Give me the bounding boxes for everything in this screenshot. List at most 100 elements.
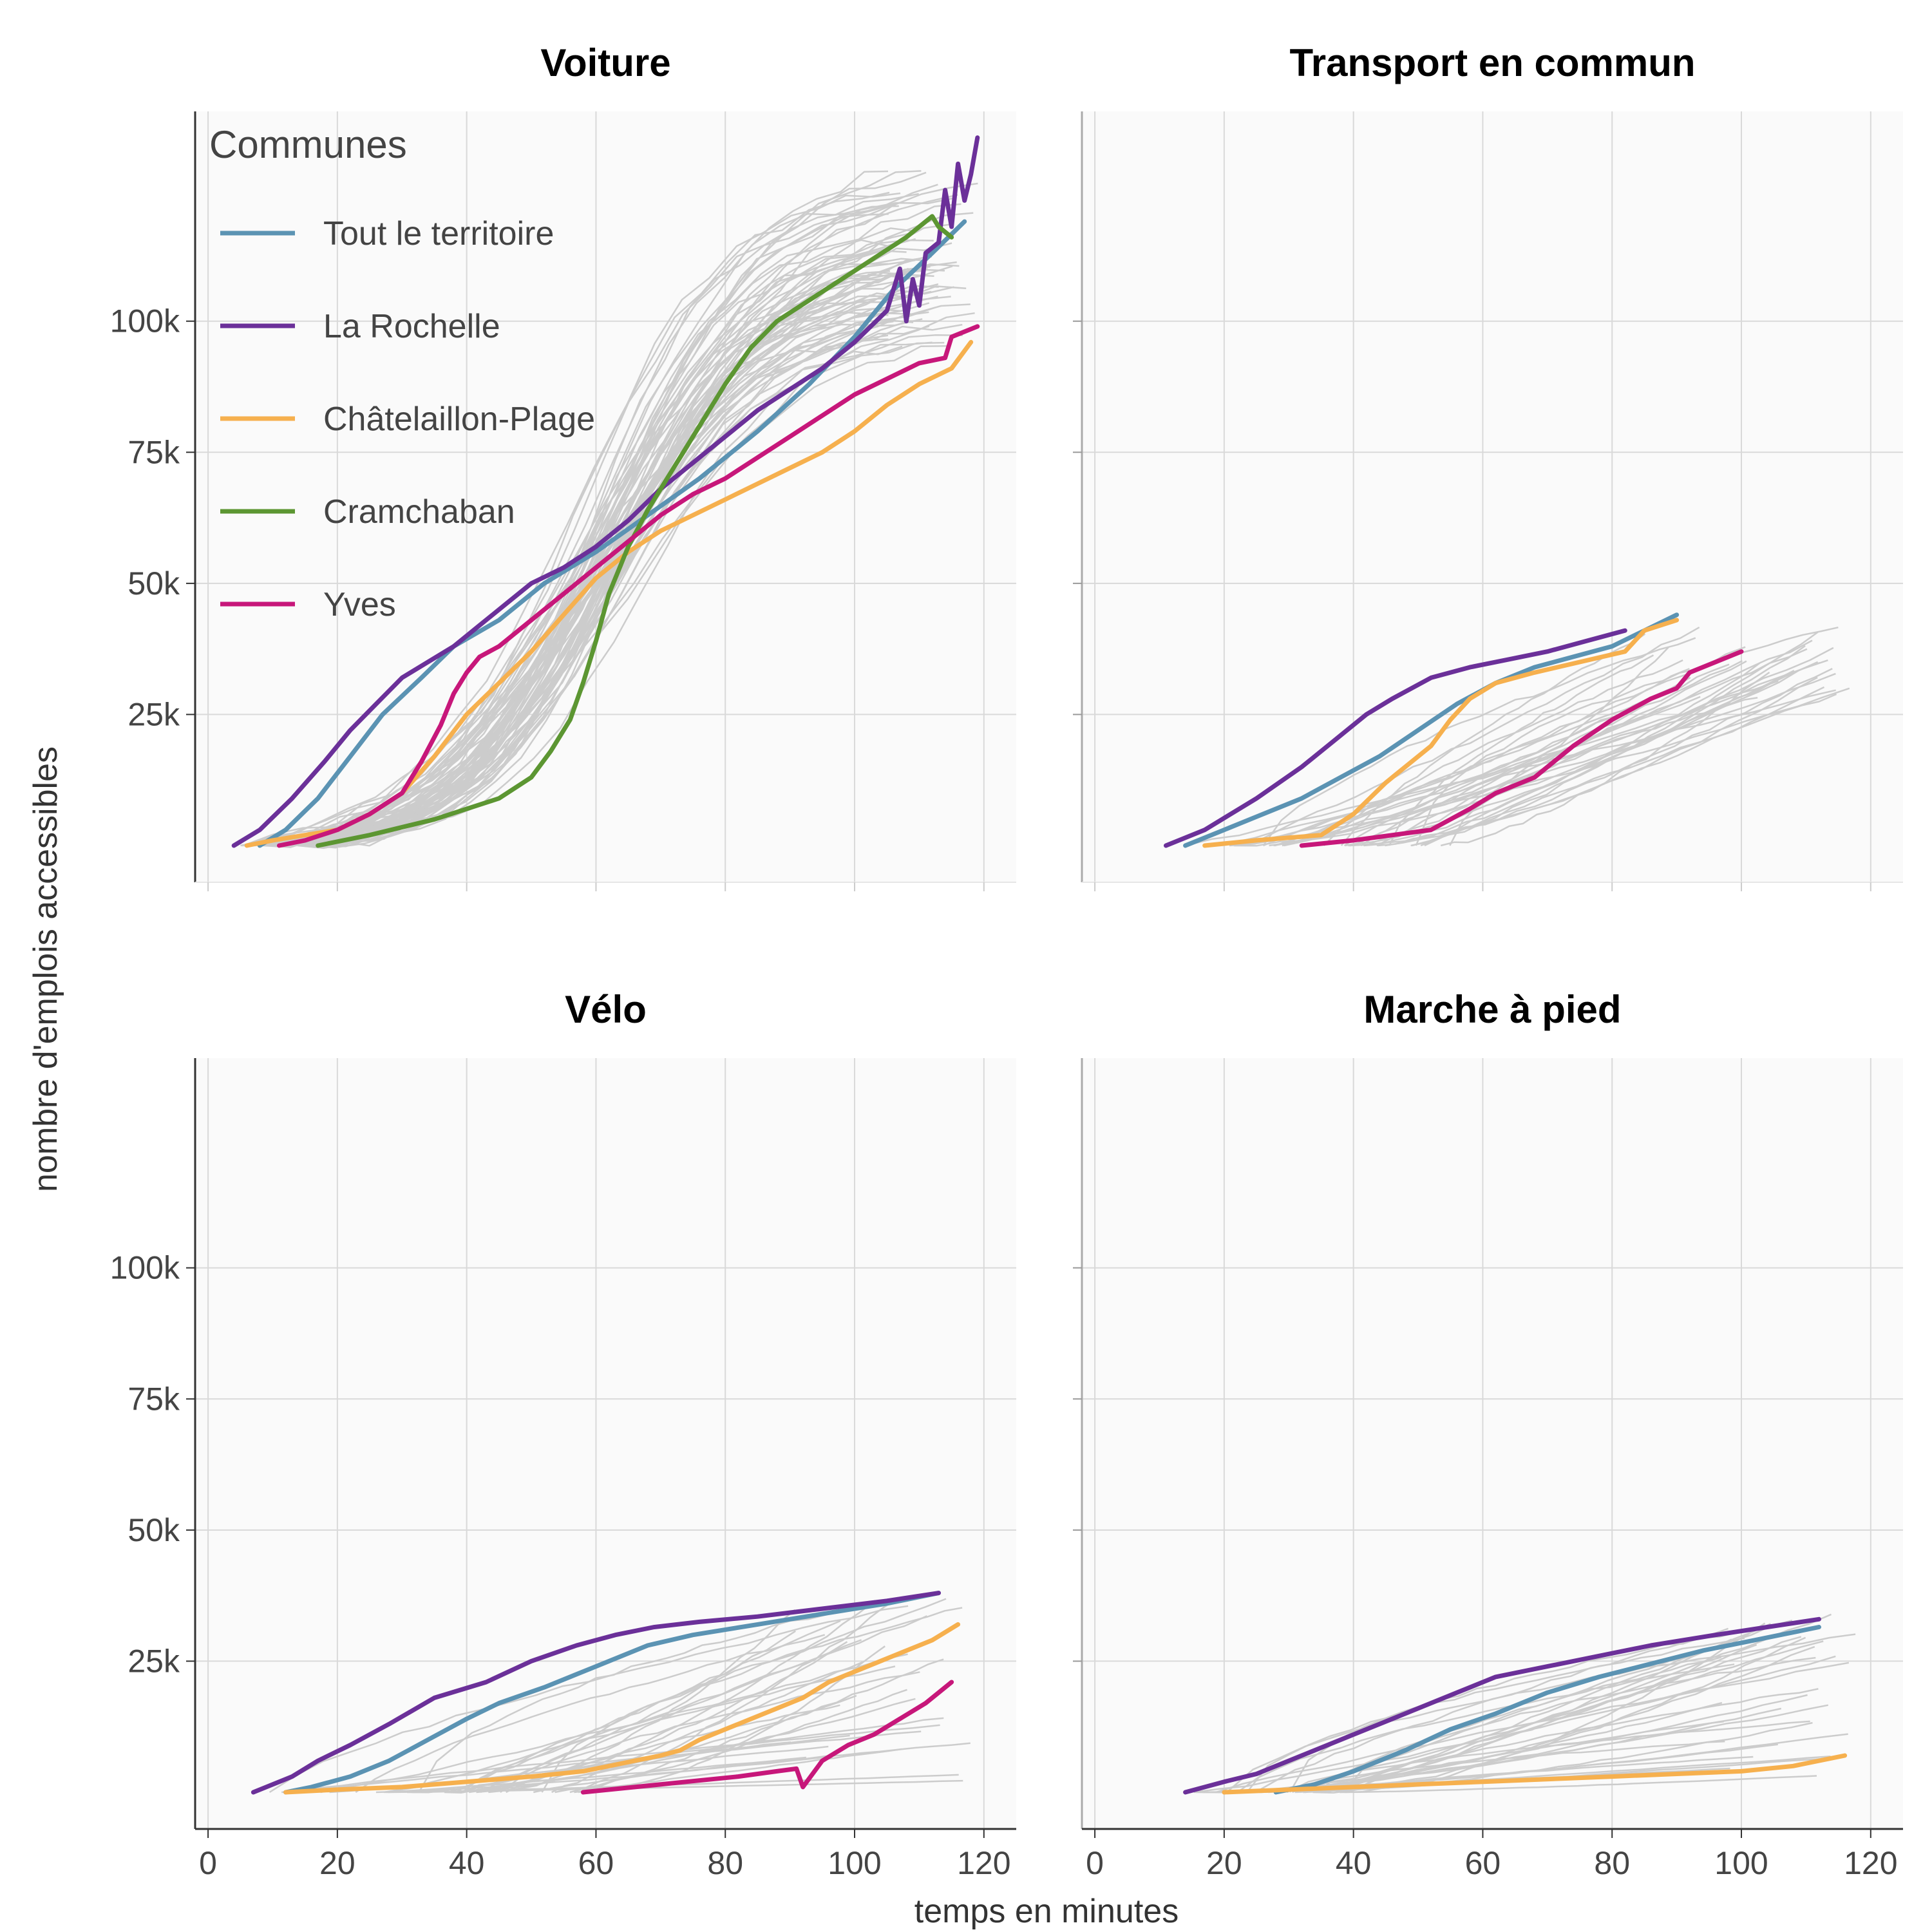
other-commune-line (1305, 1643, 1757, 1794)
other-commune-line (578, 1658, 944, 1794)
other-commune-line (375, 1756, 807, 1794)
other-commune-line (1263, 690, 1674, 847)
other-commune-line (1241, 627, 1700, 847)
other-commune-line (1340, 633, 1646, 846)
legend-item-yves: Yves (220, 586, 396, 623)
other-commune-line (292, 312, 975, 847)
other-commune-line (1424, 661, 1821, 847)
series-line-cramchaban (316, 214, 954, 848)
legend-title: Communes (209, 123, 407, 166)
x-tick-label: 120 (957, 1845, 1010, 1881)
series-line-la-rochelle (1164, 628, 1627, 848)
other-commune-line (1415, 626, 1839, 846)
other-commune-line (313, 203, 895, 847)
other-commune-line (1283, 672, 1836, 847)
other-commune-line (384, 1615, 927, 1794)
series-line-yves (580, 1680, 954, 1795)
series-line-tout-le-territoire (257, 219, 967, 848)
series-line-tout-le-territoire (1183, 612, 1680, 848)
other-commune-line (1246, 1637, 1745, 1793)
series-line-chatelaillon-plage (1222, 1753, 1848, 1795)
panel-background (195, 1058, 1016, 1829)
panel-title: Vélo (565, 988, 647, 1031)
series-line-chatelaillon-plage (1202, 618, 1680, 848)
other-commune-line (308, 345, 948, 847)
legend-item-cramchaban: Cramchaban (220, 493, 515, 531)
other-commune-line (252, 193, 919, 847)
other-commune-line (1348, 676, 1818, 847)
other-commune-line (1286, 1720, 1810, 1794)
other-commune-line (541, 1607, 963, 1793)
other-commune-line (1226, 1633, 1856, 1793)
other-commune-line (1340, 1775, 1817, 1794)
panel-background (1082, 111, 1903, 882)
panel-title: Marche à pied (1363, 988, 1621, 1031)
legend-item-chatelaillon-plage: Châtelaillon-Plage (220, 401, 595, 438)
x-axis-title: temps en minutes (914, 1893, 1179, 1930)
panels: 25k 50k 75k 100k Voiture Transport en commun 2… (110, 41, 1903, 1881)
x-tick-label: 20 (1206, 1845, 1242, 1881)
other-commune-line (1274, 646, 1746, 847)
other-commune-line (1420, 693, 1837, 847)
other-commune-line (488, 1600, 876, 1794)
x-tick-label: 80 (707, 1845, 743, 1881)
other-commune-line (569, 1598, 898, 1794)
y-tick-label: 100k (110, 303, 180, 339)
y-tick-label: 75k (128, 1381, 180, 1417)
other-commune-line (281, 1730, 922, 1794)
other-commune-line (261, 196, 957, 847)
legend-label: Tout le territoire (323, 215, 554, 252)
y-tick-label: 50k (128, 1512, 180, 1548)
other-commune-line (1349, 661, 1819, 847)
legend-item-la-rochelle: La Rochelle (220, 308, 500, 345)
series-line-la-rochelle (1183, 1616, 1821, 1795)
x-tick-label: 100 (1714, 1845, 1768, 1881)
other-commune-line (533, 1742, 971, 1794)
legend-label: Châtelaillon-Plage (323, 401, 595, 438)
series-line-yves (277, 324, 980, 848)
panel-title: Voiture (540, 41, 670, 84)
other-commune-line (1316, 1656, 1722, 1793)
other-commune-line (1268, 1694, 1808, 1794)
series-line-chatelaillon-plage (283, 1622, 961, 1795)
panel-title: Transport en commun (1289, 41, 1695, 84)
legend-label: Yves (323, 586, 396, 623)
x-tick-label: 0 (1086, 1845, 1104, 1881)
x-tick-label: 0 (199, 1845, 217, 1881)
other-commune-line (1282, 1640, 1824, 1794)
panel-background (1082, 1058, 1903, 1829)
other-commune-line (1282, 639, 1813, 847)
x-tick-label: 120 (1844, 1845, 1897, 1881)
other-commune-line (551, 1661, 863, 1794)
x-tick-label: 80 (1594, 1845, 1630, 1881)
other-commune-line (292, 285, 939, 847)
panel-voiture: 25k 50k 75k 100k Voiture (110, 41, 1016, 891)
other-commune-line (412, 1774, 959, 1794)
other-commune-line (1360, 648, 1808, 847)
y-tick-label: 25k (128, 696, 180, 732)
other-commune-line (1273, 659, 1828, 847)
x-tick-label: 20 (319, 1845, 355, 1881)
other-commune-line (273, 318, 923, 847)
series-line-la-rochelle (231, 135, 980, 848)
series-line-la-rochelle (251, 1591, 941, 1795)
other-commune-line (444, 1641, 848, 1794)
y-axis-title: nombre d'emplois accessibles (27, 746, 64, 1192)
other-commune-line (243, 194, 958, 847)
legend-item-tout-le-territoire: Tout le territoire (220, 215, 554, 252)
other-commune-line (269, 1605, 909, 1794)
other-commune-line (469, 1609, 796, 1794)
y-tick-label: 75k (128, 434, 180, 470)
y-tick-label: 50k (128, 565, 180, 601)
legend-label: La Rochelle (323, 308, 500, 345)
series-line-tout-le-territoire (283, 1591, 941, 1795)
legend: Communes Tout le territoire La Rochelle Ch… (209, 123, 595, 623)
x-tick-label: 40 (1336, 1845, 1372, 1881)
other-commune-line (1260, 1701, 1723, 1794)
legend-label: Cramchaban (323, 493, 515, 531)
panel-transport-en-commun: Transport en commun (1073, 41, 1903, 891)
other-commune-line (1254, 1638, 1732, 1794)
panel-velo: 25k 50k 75k 100k 0 20 40 60 80 100 120 Vélo (110, 988, 1016, 1881)
other-commune-line (500, 1671, 920, 1794)
